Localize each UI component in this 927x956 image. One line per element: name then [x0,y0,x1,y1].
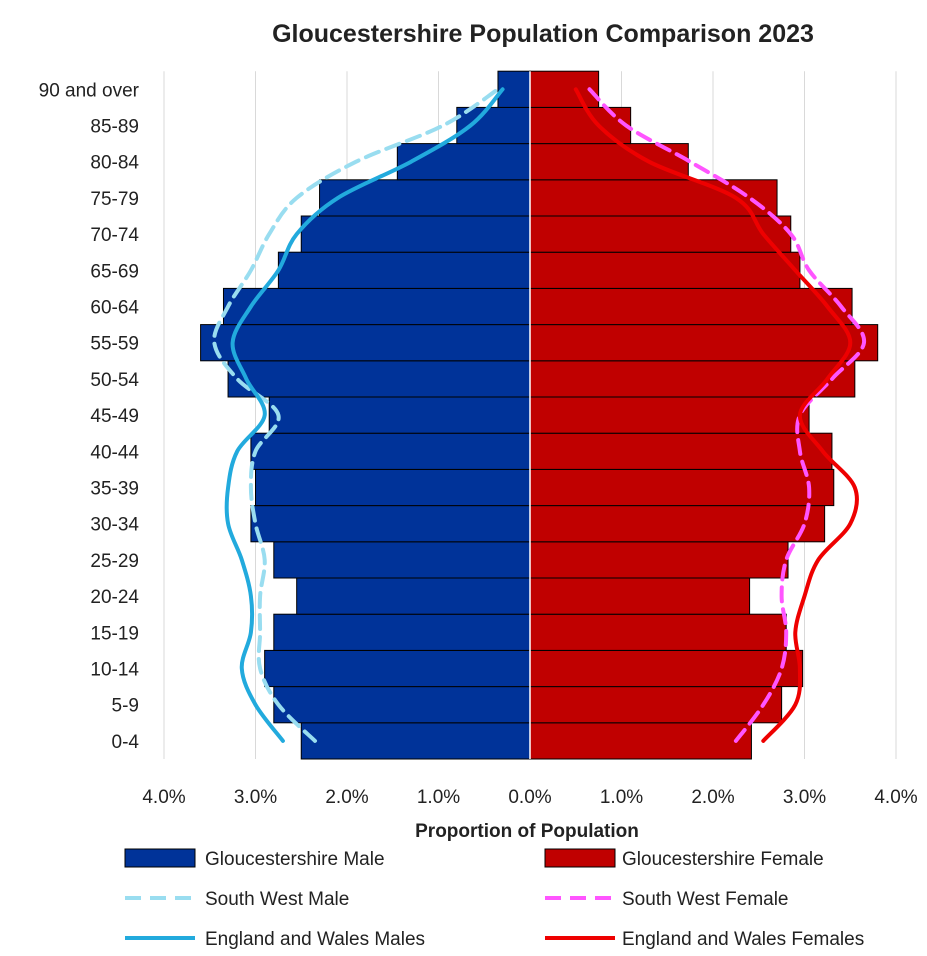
age-group-label: 5-9 [112,696,139,717]
bars [200,70,879,760]
age-group-label: 0-4 [112,732,140,753]
male-bar [255,468,531,507]
male-bar [250,432,531,470]
female-bar [529,505,826,543]
legend-label: Gloucestershire Male [205,849,385,870]
male-bar [268,396,531,434]
male-bar [200,324,531,362]
female-bar [529,468,835,507]
male-bar [273,541,531,579]
age-group-label: 70-74 [90,225,139,246]
x-tick-label: 1.0% [600,787,643,808]
female-bar [529,649,804,688]
female-bar [529,432,833,470]
male-bar [227,360,531,398]
south-west-female-line [587,87,867,743]
male-bar [300,722,531,760]
age-group-label: 40-44 [90,442,139,463]
male-bar [273,686,531,724]
female-bar [529,70,600,108]
age-group-label: 75-79 [90,189,139,210]
south-west-male-line [212,87,500,743]
age-group-label: 35-39 [90,479,139,500]
x-tick-label: 0.0% [508,787,551,808]
legend-label: England and Wales Females [622,929,864,950]
age-group-label: 60-64 [90,298,139,319]
age-group-label: 45-49 [90,406,139,427]
female-bar [529,722,752,760]
x-axis-title: Proportion of Population [415,821,639,842]
male-bar [264,649,531,688]
legend-label: Gloucestershire Female [622,849,824,870]
england-and-wales-females-line [573,87,860,743]
female-bar [529,360,856,398]
female-bar [529,324,879,362]
legend-swatch [544,848,616,868]
male-bar [222,287,531,326]
age-group-label: 15-19 [90,623,139,644]
male-bar [319,179,531,217]
legend-label: South West Female [622,889,789,910]
age-group-label: 30-34 [90,515,139,536]
x-tick-label: 2.0% [691,787,734,808]
age-group-label: 20-24 [90,587,139,608]
male-bar [277,251,531,289]
male-bar [250,505,531,543]
age-group-label: 65-69 [90,261,139,282]
comparison-lines [212,87,867,743]
female-bar [529,179,778,217]
x-tick-label: 4.0% [874,787,917,808]
female-bar [529,613,787,651]
x-tick-label: 1.0% [417,787,460,808]
female-bar [529,541,789,579]
female-bar [529,577,751,615]
age-group-label: 55-59 [90,334,139,355]
female-bar [529,396,810,434]
legend-label: England and Wales Males [205,929,425,950]
male-bar [396,143,531,181]
chart-title: Gloucestershire Population Comparison 20… [272,20,814,48]
age-group-label: 85-89 [90,117,139,138]
female-bar [529,215,792,253]
legend-swatch [124,848,196,868]
female-bar [529,287,853,326]
age-group-label: 50-54 [90,370,139,391]
male-bar [300,215,531,253]
x-tick-label: 2.0% [325,787,368,808]
age-group-label: 80-84 [90,153,139,174]
female-bar [529,686,783,724]
x-tick-label: 4.0% [142,787,185,808]
legend-label: South West Male [205,889,349,910]
age-group-label: 90 and over [39,80,140,101]
x-tick-label: 3.0% [783,787,826,808]
england-and-wales-males-line [224,87,505,743]
y-axis-labels: 0-4 5-9 10-14 15-19 20-24 25-29 30-34 35-39 40-4… [39,80,140,753]
male-bar [296,577,531,615]
male-bar [273,613,531,651]
x-tick-label: 3.0% [234,787,277,808]
legend: Gloucestershire Male Gloucestershire Fema… [124,848,864,950]
age-group-label: 10-14 [90,660,139,681]
x-axis-tick-labels: 4.0% 3.0% 2.0% 1.0% 0.0% 1.0% 2.0% 3.0% 4.0% [142,787,917,808]
age-group-label: 25-29 [90,551,139,572]
female-bar [529,251,801,289]
